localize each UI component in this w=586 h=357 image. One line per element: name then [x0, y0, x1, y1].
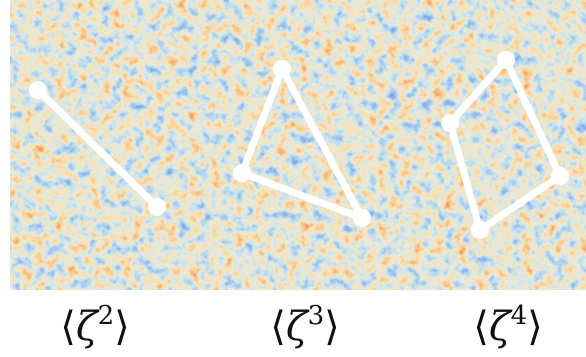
label-exponent: 3	[308, 301, 325, 331]
node	[273, 60, 291, 78]
label-right: ⟩	[114, 304, 130, 350]
label-base: ζ	[286, 304, 310, 350]
label-left: ⟨	[270, 304, 286, 350]
label-left: ⟨	[473, 304, 489, 350]
node	[353, 209, 371, 227]
label-base: ζ	[489, 304, 513, 350]
label-right: ⟩	[324, 304, 340, 350]
node	[29, 81, 47, 99]
label-left: ⟨	[60, 304, 76, 350]
node	[497, 51, 515, 69]
node	[551, 167, 569, 185]
label: ⟨ζ2⟩	[60, 301, 129, 350]
node	[233, 164, 251, 182]
labels: ⟨ζ2⟩⟨ζ3⟩⟨ζ4⟩	[60, 301, 542, 350]
label: ⟨ζ4⟩	[473, 301, 542, 350]
label-exponent: 2	[98, 301, 115, 331]
node	[471, 221, 489, 239]
node	[148, 198, 166, 216]
figure: ⟨ζ2⟩⟨ζ3⟩⟨ζ4⟩	[0, 0, 586, 357]
node	[441, 114, 459, 132]
label-exponent: 4	[511, 301, 528, 331]
label: ⟨ζ3⟩	[270, 301, 339, 350]
label-right: ⟩	[527, 304, 543, 350]
label-base: ζ	[76, 304, 100, 350]
